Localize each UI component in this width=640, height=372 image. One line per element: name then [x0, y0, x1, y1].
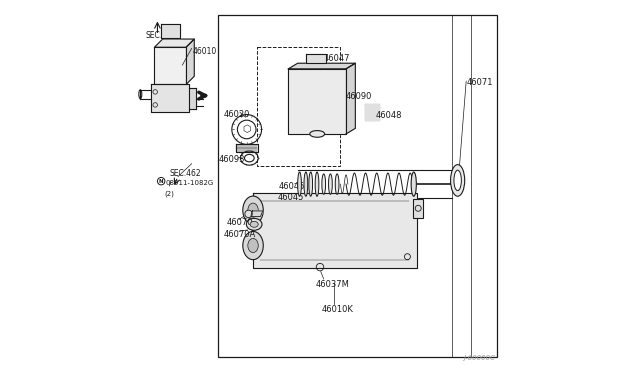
- Ellipse shape: [335, 174, 339, 194]
- Text: 46010: 46010: [193, 47, 217, 56]
- Circle shape: [245, 210, 252, 218]
- Polygon shape: [161, 24, 180, 38]
- Text: N: N: [159, 179, 163, 184]
- Polygon shape: [289, 69, 346, 134]
- Text: 46037M: 46037M: [316, 280, 349, 289]
- Ellipse shape: [315, 172, 319, 196]
- Ellipse shape: [298, 172, 301, 196]
- Text: SEC.462: SEC.462: [146, 31, 177, 39]
- Text: 46047: 46047: [324, 54, 350, 63]
- Ellipse shape: [451, 164, 465, 196]
- Polygon shape: [154, 47, 186, 84]
- Ellipse shape: [248, 203, 259, 217]
- Polygon shape: [346, 63, 355, 134]
- Text: ⬡: ⬡: [243, 125, 251, 134]
- Text: 46045: 46045: [277, 193, 303, 202]
- Polygon shape: [365, 104, 379, 120]
- Polygon shape: [306, 54, 326, 63]
- Bar: [257, 46, 340, 166]
- Text: 46070: 46070: [227, 218, 253, 227]
- Ellipse shape: [250, 221, 259, 227]
- Polygon shape: [152, 84, 189, 112]
- Polygon shape: [253, 193, 417, 268]
- Text: 46093: 46093: [219, 155, 245, 164]
- Ellipse shape: [243, 231, 263, 260]
- Ellipse shape: [304, 172, 308, 196]
- Ellipse shape: [322, 174, 326, 194]
- Text: 46070A: 46070A: [224, 230, 256, 239]
- Ellipse shape: [328, 174, 332, 194]
- Bar: [218, 15, 497, 357]
- Text: 46048: 46048: [376, 111, 403, 120]
- Polygon shape: [289, 63, 355, 69]
- Text: 46010K: 46010K: [322, 305, 354, 314]
- Text: 46071: 46071: [467, 78, 493, 87]
- Polygon shape: [251, 211, 262, 217]
- Ellipse shape: [411, 172, 417, 196]
- Ellipse shape: [248, 238, 259, 253]
- Polygon shape: [236, 144, 258, 152]
- Text: J-60000C: J-60000C: [463, 355, 495, 361]
- Ellipse shape: [310, 131, 324, 137]
- Ellipse shape: [243, 196, 263, 224]
- Text: (2): (2): [164, 191, 174, 197]
- Ellipse shape: [246, 218, 262, 230]
- Text: 08911-1082G: 08911-1082G: [165, 180, 214, 186]
- Ellipse shape: [454, 170, 461, 190]
- Bar: [413, 199, 424, 218]
- Text: SEC.462: SEC.462: [170, 169, 201, 178]
- Polygon shape: [308, 58, 321, 67]
- Polygon shape: [186, 39, 195, 84]
- Text: 46090: 46090: [346, 92, 372, 101]
- Text: 46045: 46045: [278, 182, 305, 191]
- Ellipse shape: [309, 172, 312, 196]
- Text: 46020: 46020: [223, 110, 250, 119]
- Polygon shape: [154, 39, 195, 47]
- Polygon shape: [189, 88, 196, 109]
- Ellipse shape: [308, 55, 321, 60]
